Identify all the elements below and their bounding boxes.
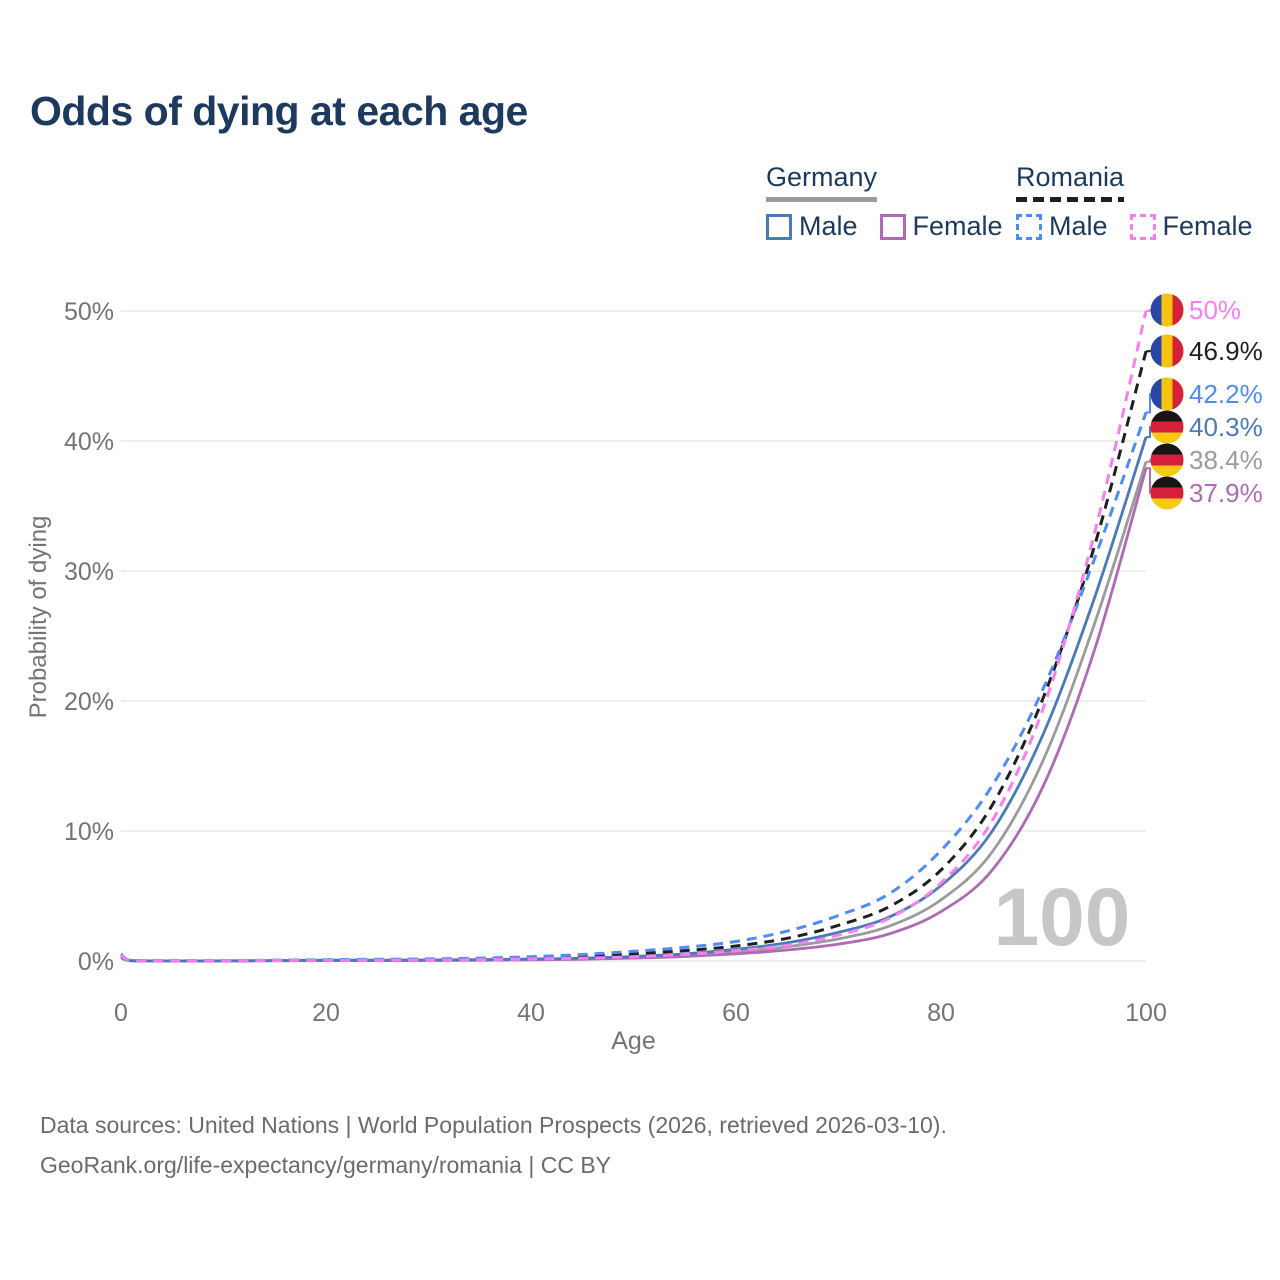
germany-flag-icon	[1150, 476, 1184, 510]
y-axis-tick-label: 10%	[64, 818, 114, 846]
x-axis-title: Age	[611, 1027, 655, 1055]
end-value-label-romania-female[interactable]: 50%	[1189, 295, 1241, 325]
germany-average-line-swatch	[766, 197, 878, 202]
germany-female-swatch-icon	[879, 213, 906, 240]
series-line-germany-male[interactable]	[120, 436, 1148, 963]
end-label-connector	[1146, 393, 1151, 414]
legend-romania-female[interactable]: Female	[1129, 211, 1253, 242]
germany-male-swatch-icon	[766, 213, 792, 240]
footer-link-line: GeoRank.org/life-expectancy/germany/roma…	[40, 1152, 612, 1178]
chart-legend: Germany Male Female Romania Male	[0, 162, 1280, 246]
legend-romania-toggle[interactable]: Romania	[1016, 162, 1125, 202]
end-value-label-germany-average[interactable]: 38.4%	[1189, 445, 1263, 475]
legend-group-romania: Romania Male Female	[1016, 162, 1253, 242]
end-value-label-germany-female[interactable]: 37.9%	[1189, 478, 1263, 508]
end-label-connector	[1146, 467, 1151, 494]
romania-flag-icon	[1150, 293, 1184, 327]
end-label-connector	[1146, 426, 1151, 439]
series-line-romania-female[interactable]	[120, 310, 1148, 963]
x-axis-tick-label: 0	[114, 999, 128, 1027]
footer-source-line: Data sources: United Nations | World Pop…	[40, 1112, 947, 1138]
end-label-connector	[1146, 459, 1151, 463]
legend-germany-male-label: Male	[799, 211, 858, 241]
chart-footer: Data sources: United Nations | World Pop…	[40, 1105, 947, 1185]
legend-romania-female-label: Female	[1162, 211, 1253, 241]
y-axis-tick-label: 20%	[64, 688, 114, 716]
legend-germany-female[interactable]: Female	[879, 211, 1003, 242]
y-axis-tick-label: 50%	[64, 298, 114, 326]
legend-romania-label: Romania	[1016, 162, 1125, 192]
x-axis-tick-label: 100	[1125, 999, 1167, 1027]
legend-romania-male-label: Male	[1049, 211, 1108, 241]
end-value-label-romania-average[interactable]: 46.9%	[1189, 336, 1263, 366]
y-axis-tick-label: 40%	[64, 428, 114, 456]
romania-female-swatch-icon	[1129, 213, 1156, 240]
end-value-label-romania-male[interactable]: 42.2%	[1189, 379, 1263, 409]
y-axis-title: Probability of dying	[25, 516, 52, 719]
y-axis-tick-label: 30%	[64, 558, 114, 586]
x-axis-tick-label: 40	[517, 999, 545, 1027]
legend-germany-toggle[interactable]: Germany	[766, 162, 878, 202]
page-title: Odds of dying at each age	[30, 88, 528, 134]
series-line-germany-average[interactable]	[120, 461, 1148, 963]
series-line-romania-male[interactable]	[120, 411, 1148, 963]
legend-germany-label: Germany	[766, 162, 878, 192]
germany-flag-icon	[1150, 443, 1184, 477]
x-axis-tick-label: 60	[722, 999, 750, 1027]
x-axis-tick-label: 80	[927, 999, 955, 1027]
legend-germany-female-label: Female	[912, 211, 1003, 241]
legend-group-germany: Germany Male Female	[766, 162, 1003, 242]
age-cursor-watermark: 100	[994, 872, 1131, 963]
end-value-label-germany-male[interactable]: 40.3%	[1189, 412, 1263, 442]
y-axis-tick-label: 0%	[78, 948, 114, 976]
end-label-connector	[1146, 309, 1151, 312]
series-line-romania-average[interactable]	[120, 350, 1148, 963]
romania-flag-icon	[1150, 334, 1184, 368]
romania-flag-icon	[1150, 377, 1184, 411]
legend-romania-male[interactable]: Male	[1016, 211, 1108, 242]
x-axis-tick-label: 20	[312, 999, 340, 1027]
legend-germany-male[interactable]: Male	[766, 211, 858, 242]
germany-flag-icon	[1150, 410, 1184, 444]
series-line-germany-female[interactable]	[120, 467, 1148, 963]
romania-male-swatch-icon	[1016, 213, 1042, 240]
romania-average-line-swatch	[1016, 197, 1125, 202]
